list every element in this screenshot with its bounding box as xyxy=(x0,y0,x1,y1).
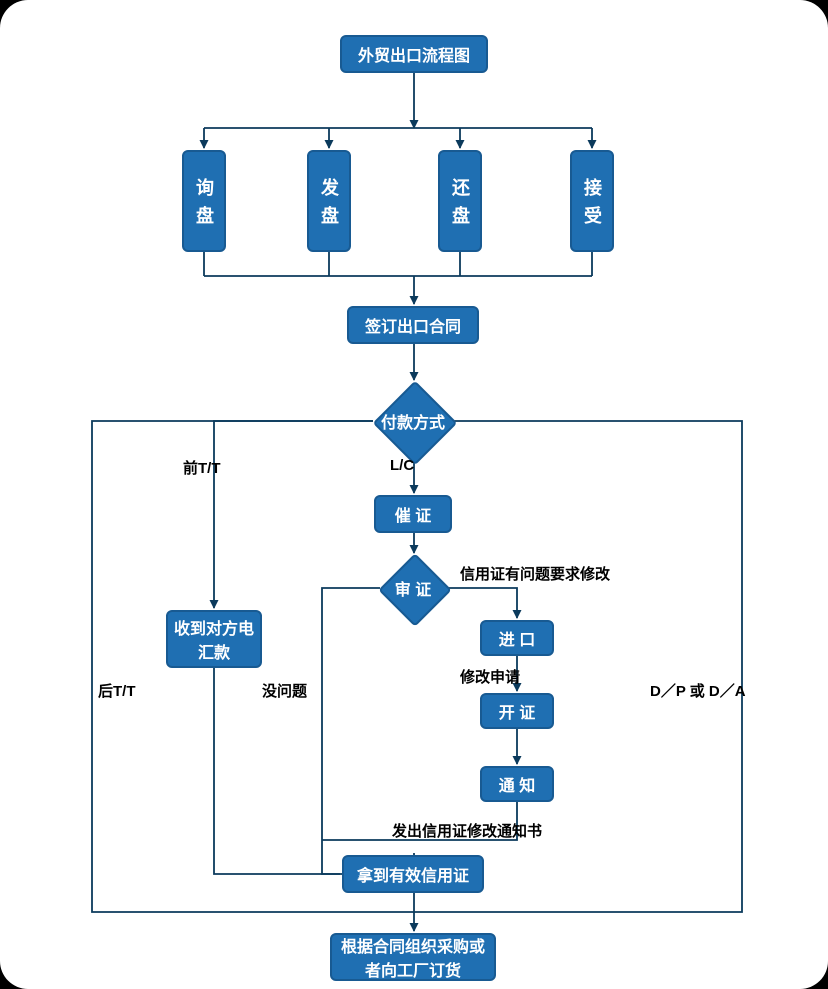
node-label-urge: 催 证 xyxy=(395,502,431,526)
edge-label-post_tt: 后T/T xyxy=(98,680,136,701)
node-label-title: 外贸出口流程图 xyxy=(358,42,470,66)
node-receive: 收到对方电汇款 xyxy=(166,610,262,668)
node-import: 进 口 xyxy=(480,620,554,656)
edge-label-dpda: D／P 或 D／A xyxy=(650,680,746,701)
node-notify: 通 知 xyxy=(480,766,554,802)
node-review: 审 证 xyxy=(389,564,437,612)
node-offer: 发盘 xyxy=(307,150,351,252)
node-pay: 付款方式 xyxy=(385,393,441,449)
node-label-sign: 签订出口合同 xyxy=(365,313,461,337)
node-sign: 签订出口合同 xyxy=(347,306,479,344)
node-label-inquiry: 询盘 xyxy=(191,178,217,234)
edge-label-pre_tt: 前T/T xyxy=(183,457,221,478)
node-counter: 还盘 xyxy=(438,150,482,252)
edge-label-noissue: 没问题 xyxy=(262,680,307,701)
edge-label-modreq: 修改申请 xyxy=(460,666,520,687)
edge-label-issue: 信用证有问题要求修改 xyxy=(460,563,610,584)
edge-19 xyxy=(447,588,517,618)
edge-label-lc: L/C xyxy=(390,457,414,474)
node-validlc: 拿到有效信用证 xyxy=(342,855,484,893)
node-urge: 催 证 xyxy=(374,495,452,533)
node-label-offer: 发盘 xyxy=(316,178,342,234)
flowchart-canvas: 外贸出口流程图询盘发盘还盘接受签订出口合同付款方式催 证审 证收到对方电汇款进 … xyxy=(0,0,828,989)
node-label-notify: 通 知 xyxy=(499,772,535,796)
node-inquiry: 询盘 xyxy=(182,150,226,252)
node-procure: 根据合同组织采购或者向工厂订货 xyxy=(330,933,496,981)
edge-13 xyxy=(214,421,373,608)
edge-label-sendmod: 发出信用证修改通知书 xyxy=(392,820,542,841)
node-label-procure: 根据合同组织采购或者向工厂订货 xyxy=(336,933,490,981)
node-label-accept: 接受 xyxy=(579,178,605,234)
node-label-validlc: 拿到有效信用证 xyxy=(357,862,469,886)
node-label-import: 进 口 xyxy=(499,626,535,650)
node-openlc: 开 证 xyxy=(480,693,554,729)
node-label-counter: 还盘 xyxy=(447,178,473,234)
node-label-receive: 收到对方电汇款 xyxy=(172,615,256,663)
node-accept: 接受 xyxy=(570,150,614,252)
node-label-pay: 付款方式 xyxy=(381,409,445,433)
node-label-openlc: 开 证 xyxy=(499,699,535,723)
node-title: 外贸出口流程图 xyxy=(340,35,488,73)
node-label-review: 审 证 xyxy=(395,576,431,600)
